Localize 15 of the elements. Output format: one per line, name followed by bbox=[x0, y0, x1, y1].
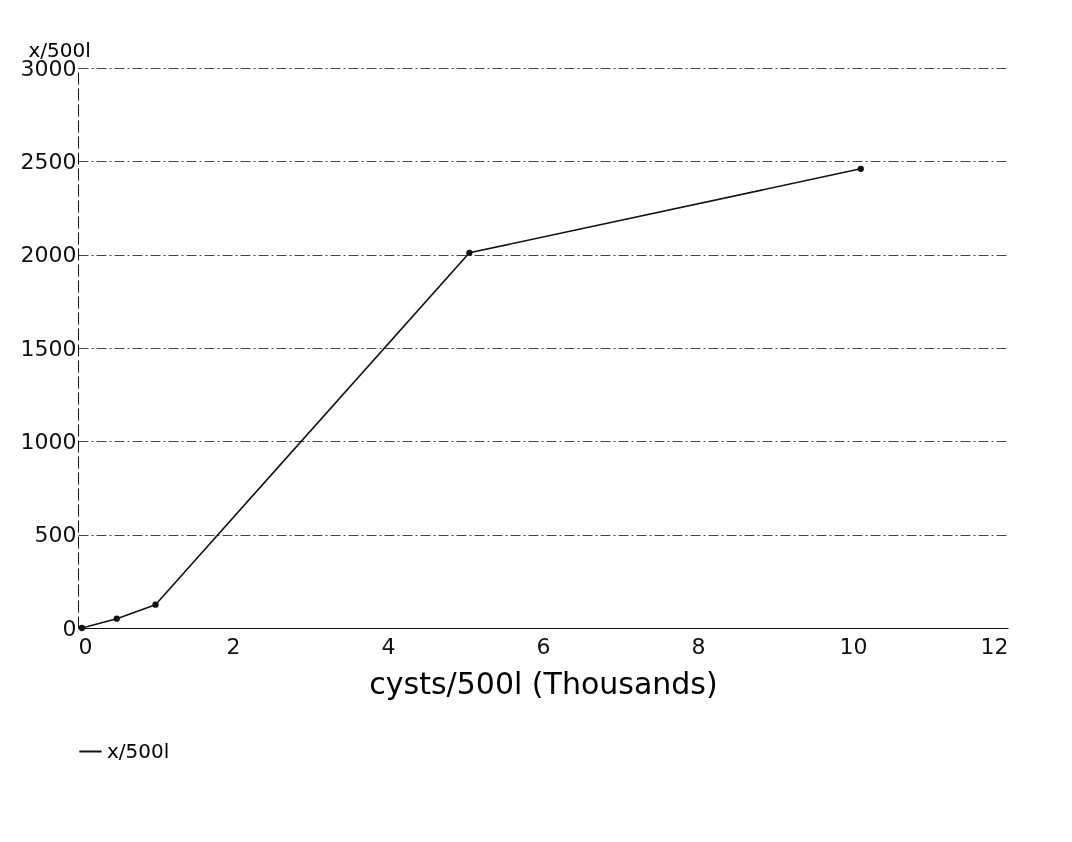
y-tick-label: 1500 bbox=[20, 335, 77, 361]
y-tick-label: 500 bbox=[34, 522, 77, 548]
x-tick-label: 0 bbox=[78, 633, 93, 659]
x-tick-label: 2 bbox=[226, 633, 241, 659]
x-tick-label: 6 bbox=[536, 633, 551, 659]
x-tick-label: 8 bbox=[691, 633, 706, 659]
x-axis-title: cysts/500l (Thousands) bbox=[369, 665, 718, 701]
y-tick-label: 2500 bbox=[20, 148, 77, 174]
x-tick-label: 10 bbox=[839, 633, 868, 659]
y-tick-label: 0 bbox=[62, 615, 77, 641]
y-tick-label: 2000 bbox=[20, 242, 77, 268]
x-tick-label: 12 bbox=[980, 633, 1009, 659]
x-tick-label: 4 bbox=[381, 633, 396, 659]
y-tick-label: 1000 bbox=[20, 428, 77, 454]
legend-label: x/500l bbox=[107, 738, 170, 763]
